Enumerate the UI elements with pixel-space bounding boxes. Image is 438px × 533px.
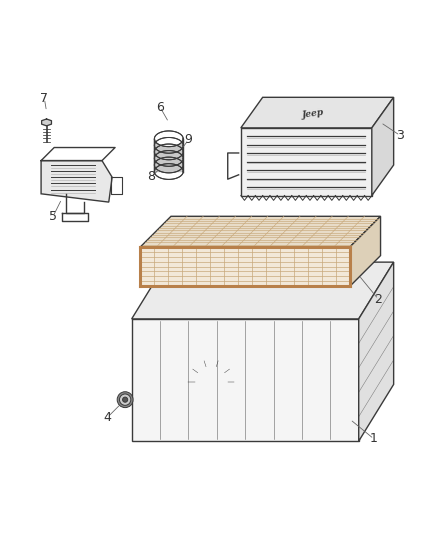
Polygon shape [241,128,372,196]
Text: 4: 4 [104,410,112,424]
Circle shape [123,397,128,402]
Polygon shape [141,216,381,247]
Polygon shape [141,247,350,286]
Polygon shape [132,319,359,441]
Text: 5: 5 [49,210,57,223]
Circle shape [120,394,131,405]
Text: 6: 6 [156,101,164,114]
Polygon shape [359,262,394,441]
Text: 3: 3 [396,129,404,142]
Circle shape [117,392,133,408]
Polygon shape [132,262,394,319]
Polygon shape [350,216,381,286]
Polygon shape [154,139,183,172]
Text: 8: 8 [147,171,155,183]
Polygon shape [241,98,394,128]
Text: 1: 1 [370,432,378,446]
Text: 9: 9 [184,133,192,147]
Text: Jeep: Jeep [301,108,325,120]
Polygon shape [372,98,394,196]
Text: 2: 2 [374,293,382,306]
Text: 7: 7 [40,92,48,105]
Polygon shape [41,160,112,202]
Polygon shape [42,119,51,126]
